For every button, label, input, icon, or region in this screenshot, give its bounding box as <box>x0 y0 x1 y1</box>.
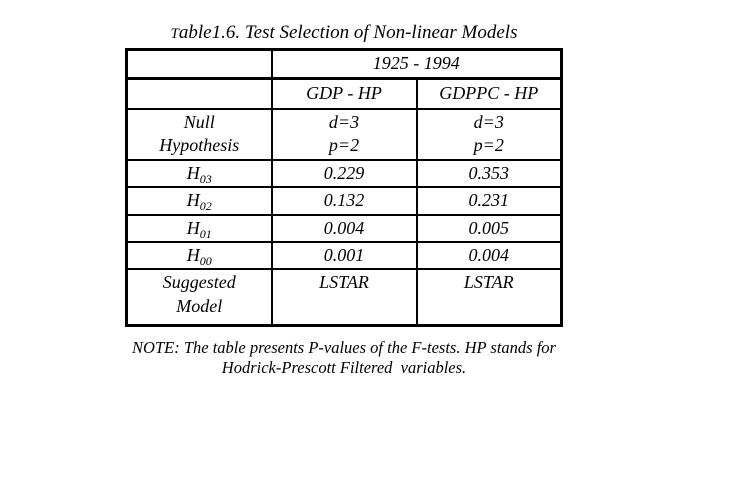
period-header-cell: 1925 - 1994 <box>270 48 563 80</box>
suggested-model-label-line1: Suggested <box>162 272 236 293</box>
h03-label-cell: H03 <box>125 158 273 189</box>
results-table: 1925 - 1994 GDP - HP GDPPC - HP Null Hyp… <box>125 48 563 328</box>
h01-gdp-value: 0.004 <box>270 213 418 243</box>
h00-gdp-value: 0.001 <box>270 240 418 271</box>
h01-label-base: H <box>186 217 200 238</box>
h02-gdp-value: 0.132 <box>270 186 418 216</box>
null-hypothesis-label-line2: Hypothesis <box>159 135 240 156</box>
h03-label-base: H <box>186 162 200 183</box>
empty-header-cell <box>125 77 273 110</box>
h00-label-base: H <box>186 244 200 265</box>
h01-gdppc-value: 0.005 <box>415 213 563 243</box>
table-title: Table1.6. Test Selection of Non-linear M… <box>170 22 518 43</box>
h02-label-base: H <box>186 190 200 211</box>
h00-label-cell: H00 <box>125 240 273 271</box>
null-hypothesis-label-line1: Null <box>183 112 215 132</box>
col-header-gdppc-hp: GDPPC - HP <box>415 77 563 110</box>
table-row-h00: H00 0.001 0.004 <box>125 240 563 271</box>
paper-table-block: Table1.6. Test Selection of Non-linear M… <box>84 22 604 379</box>
h02-label-cell: H02 <box>125 186 273 216</box>
null-hypothesis-gdppc-cell: d=3 p=2 <box>415 108 563 161</box>
table-row-column-headers: GDP - HP GDPPC - HP <box>125 77 563 110</box>
table-row-h02: H02 0.132 0.231 <box>125 186 563 216</box>
note-line-2: Hodrick-Prescott Filtered variables. <box>221 358 467 378</box>
table-row-suggested-model: Suggested Model LSTAR LSTAR <box>125 268 563 327</box>
empty-corner-cell <box>125 48 273 80</box>
suggested-model-gdppc-value: LSTAR <box>415 268 563 327</box>
table-note: NOTE: The table presents P-values of the… <box>84 338 604 378</box>
h01-label-subscript: 01 <box>199 226 212 241</box>
table-row-h03: H03 0.229 0.353 <box>125 158 563 189</box>
gdppc-d-value: d=3 <box>473 112 504 132</box>
h00-label-subscript: 00 <box>199 253 212 268</box>
col-header-gdp-hp: GDP - HP <box>270 77 418 110</box>
h00-gdppc-value: 0.004 <box>415 240 563 271</box>
h02-gdppc-value: 0.231 <box>415 186 563 216</box>
null-hypothesis-gdp-cell: d=3 p=2 <box>270 108 418 161</box>
table-row-h01: H01 0.004 0.005 <box>125 213 563 243</box>
null-hypothesis-label-cell: Null Hypothesis <box>125 108 273 161</box>
note-line-1: NOTE: The table presents P-values of the… <box>132 338 556 358</box>
h01-label-cell: H01 <box>125 213 273 243</box>
table-row-period: 1925 - 1994 <box>125 48 563 80</box>
h03-gdppc-value: 0.353 <box>415 158 563 189</box>
table-row-null-hypothesis: Null Hypothesis d=3 p=2 d=3 p=2 <box>125 108 563 161</box>
h03-gdp-value: 0.229 <box>270 158 418 189</box>
h02-label-subscript: 02 <box>199 199 212 214</box>
h03-label-subscript: 03 <box>199 171 212 186</box>
suggested-model-label-cell: Suggested Model <box>125 268 273 327</box>
gdp-d-value: d=3 <box>328 112 360 132</box>
suggested-model-label-line2: Model <box>176 295 223 316</box>
gdppc-p-value: p=2 <box>473 135 504 156</box>
gdp-p-value: p=2 <box>328 135 360 156</box>
suggested-model-gdp-value: LSTAR <box>270 268 418 327</box>
